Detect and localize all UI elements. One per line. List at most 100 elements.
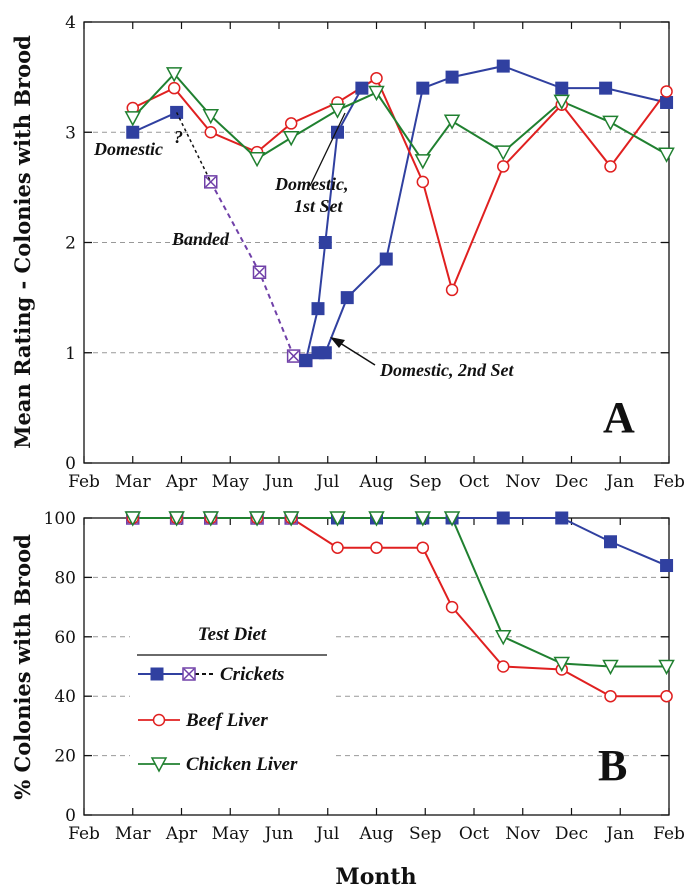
panel-a-x-tick-label: Jun <box>263 472 294 492</box>
panel-a-y-ticks: 0 1 2 3 4 <box>65 13 669 474</box>
panel-b-point-chicken-liver <box>602 659 619 676</box>
panel-a-point-crickets-2nd-set <box>555 81 569 95</box>
panel-a-point-crickets-banded <box>286 349 301 363</box>
panel-b-point-chicken-liver <box>494 630 512 646</box>
panel-a-y-tick-label: 1 <box>65 344 76 364</box>
panel-b-point-chicken-liver <box>553 656 571 673</box>
panel-b-point-crickets <box>660 559 674 573</box>
panel-a-point-crickets-1st-set <box>311 302 325 316</box>
panel-a-x-tick-label: Feb <box>68 472 100 492</box>
panel-a-series-line-crickets-2nd-set <box>318 65 667 354</box>
panel-b-point-beef-liver <box>604 689 617 703</box>
panel-a-x-tick-label: Dec <box>555 472 588 492</box>
panel-a-y-tick-label: 4 <box>65 13 76 33</box>
panel-a-point-beef-liver <box>445 283 459 297</box>
panel-b-x-tick-label: Dec <box>555 824 588 844</box>
panel-a-point-chicken-liver <box>443 114 461 130</box>
panel-b-x-tick-label: Jun <box>263 824 294 844</box>
panel-a-point-chicken-liver <box>329 103 346 119</box>
panel-a-point-beef-liver <box>416 175 430 189</box>
panel-b-point-chicken-liver <box>329 511 346 527</box>
panel-b-series-line-crickets <box>132 517 667 567</box>
panel-a-point-crickets-2nd-set <box>599 81 613 95</box>
panel-b-point-chicken-liver <box>368 511 385 527</box>
legend-crickets-label: Crickets <box>220 664 284 685</box>
panel-a-chart: 0 1 2 3 4 Feb Mar Apr May Jun Jul Aug Sep Oct Nov Dec J… <box>10 13 684 492</box>
annotation-domestic: Domestic <box>93 139 163 159</box>
panel-b-x-tick-label: Feb <box>68 824 100 844</box>
panel-b-y-tick-label: 20 <box>54 747 76 767</box>
panel-b-x-tick-label: Jul <box>314 824 339 844</box>
panel-a-x-tick-label: Feb <box>653 472 684 492</box>
panel-b-y-tick-label: 40 <box>54 687 76 707</box>
panel-b-point-chicken-liver <box>282 511 300 527</box>
panel-b-point-chicken-liver <box>443 511 461 527</box>
panel-a-series <box>124 59 675 368</box>
panel-a-x-tick-label: Apr <box>165 472 198 492</box>
legend-beef-liver-label: Beef Liver <box>185 710 268 731</box>
panel-b-point-chicken-liver <box>202 511 220 527</box>
arrow-1st-set-line <box>309 112 346 187</box>
panel-a-x-ticks: Feb Mar Apr May Jun Jul Aug Sep Oct Nov Dec Jan Feb <box>68 22 684 492</box>
panel-a-point-crickets-1st-set <box>299 353 313 367</box>
panel-b-x-tick-label: Feb <box>653 824 684 844</box>
panel-b-point-chicken-liver <box>248 511 266 527</box>
panel-a-point-crickets-domestic <box>126 125 140 139</box>
panel-b-x-ticks: Feb Mar Apr May Jun Jul Aug Sep Oct Nov Dec Jan Feb <box>68 518 684 844</box>
panel-a-point-crickets-banded <box>204 175 218 189</box>
panel-a-point-crickets-2nd-set <box>660 95 674 109</box>
panel-a-x-tick-label: Oct <box>459 472 489 492</box>
panel-a-domestic-to-banded-connector <box>175 112 212 183</box>
legend-chicken-liver-label: Chicken Liver <box>186 754 298 775</box>
panel-b-series <box>124 511 675 703</box>
panel-b-point-chicken-liver <box>124 511 142 527</box>
x-axis-label: Month <box>335 864 416 890</box>
panel-a-point-crickets-2nd-set <box>445 70 459 84</box>
panel-b-y-axis-label: % Colonies with Brood <box>10 534 35 800</box>
panel-b-y-ticks: 0 20 40 60 80 100 <box>44 509 669 826</box>
panel-b-x-tick-label: Jan <box>604 824 634 844</box>
panel-a-point-crickets-1st-set <box>355 81 369 95</box>
panel-a-y-tick-label: 0 <box>65 454 76 474</box>
panel-b-chart: 0 20 40 60 80 100 Feb Mar Apr May Jun Jul Aug Sep Oct… <box>10 509 684 844</box>
panel-b-y-tick-label: 60 <box>54 628 76 648</box>
panel-b-y-tick-label: 0 <box>65 806 76 826</box>
panel-a-letter: A <box>603 393 635 442</box>
panel-a-point-chicken-liver <box>282 131 300 147</box>
panel-b-point-beef-liver <box>497 660 510 673</box>
panel-b-x-tick-label: Apr <box>165 824 198 844</box>
panel-b-point-crickets <box>604 535 617 549</box>
panel-a-point-chicken-liver <box>368 85 385 102</box>
annotation-domestic-2nd-set: Domestic, 2nd Set <box>379 360 514 380</box>
panel-b-gridlines <box>84 576 669 757</box>
panel-a-y-tick-label: 2 <box>65 234 76 254</box>
panel-b-point-beef-liver <box>370 541 383 554</box>
legend: Test Diet Crickets Beef Liver <box>130 612 335 782</box>
panel-a-point-beef-liver <box>660 85 673 98</box>
panel-a-point-beef-liver <box>204 126 217 139</box>
panel-a-x-tick-label: Mar <box>115 472 152 492</box>
panel-b-point-chicken-liver <box>414 511 432 527</box>
annotation-banded: Banded <box>171 229 230 249</box>
panel-b-x-tick-label: Sep <box>409 824 442 844</box>
panel-a-point-crickets-2nd-set <box>379 252 393 266</box>
legend-chicken-triangle-marker-icon <box>150 757 168 773</box>
panel-a-point-crickets-2nd-set <box>340 291 354 305</box>
panel-a-x-tick-label: Sep <box>409 472 442 492</box>
panel-a-point-beef-liver <box>284 117 298 130</box>
panel-a-x-tick-label: May <box>212 472 250 492</box>
panel-a-y-tick-label: 3 <box>65 123 76 143</box>
legend-banded-cross-marker-icon <box>182 667 196 681</box>
panel-a-point-crickets-1st-set <box>318 236 332 249</box>
panel-b-point-chicken-liver <box>658 659 675 676</box>
annotation-question-mark: ? <box>174 127 183 147</box>
legend-item-beef-liver: Beef Liver <box>138 710 268 731</box>
panel-b-x-tick-label: Nov <box>505 824 540 844</box>
legend-item-chicken-liver: Chicken Liver <box>138 754 298 775</box>
panel-b-x-tick-label: May <box>212 824 250 844</box>
panel-a-series-line-crickets-domestic <box>132 111 178 134</box>
legend-title: Test Diet <box>198 624 267 645</box>
panel-a-point-chicken-liver <box>165 67 183 83</box>
panel-a-point-chicken-liver <box>602 115 619 131</box>
